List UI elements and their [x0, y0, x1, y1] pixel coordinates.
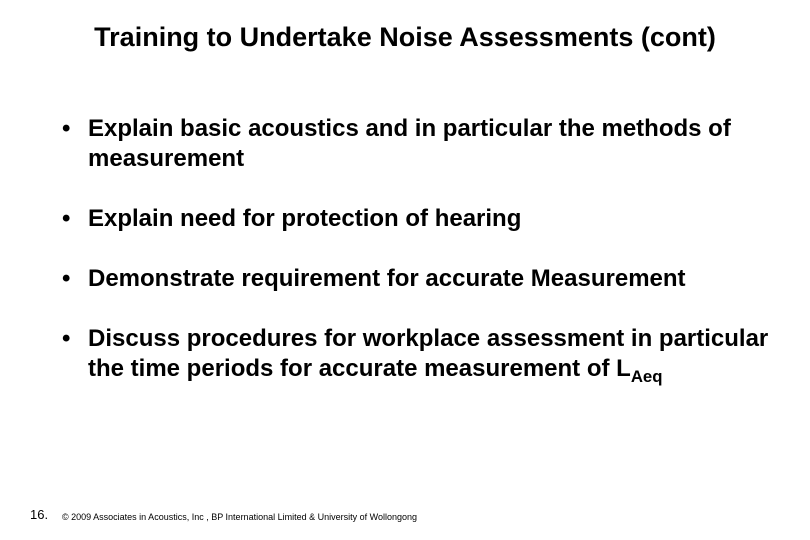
list-item: Demonstrate requirement for accurate Mea…	[62, 264, 770, 294]
slide-title: Training to Undertake Noise Assessments …	[30, 22, 780, 53]
subscript: Aeq	[631, 367, 663, 386]
slide: Training to Undertake Noise Assessments …	[0, 0, 810, 540]
page-number: 16.	[30, 507, 48, 522]
copyright: © 2009 Associates in Acoustics, Inc , BP…	[62, 512, 417, 522]
list-item: Explain basic acoustics and in particula…	[62, 114, 770, 174]
bullet-text-prefix: Discuss procedures for workplace assessm…	[88, 325, 768, 382]
list-item: Explain need for protection of hearing	[62, 204, 770, 234]
list-item: Discuss procedures for workplace assessm…	[62, 324, 770, 388]
bullet-list: Explain basic acoustics and in particula…	[62, 114, 770, 418]
